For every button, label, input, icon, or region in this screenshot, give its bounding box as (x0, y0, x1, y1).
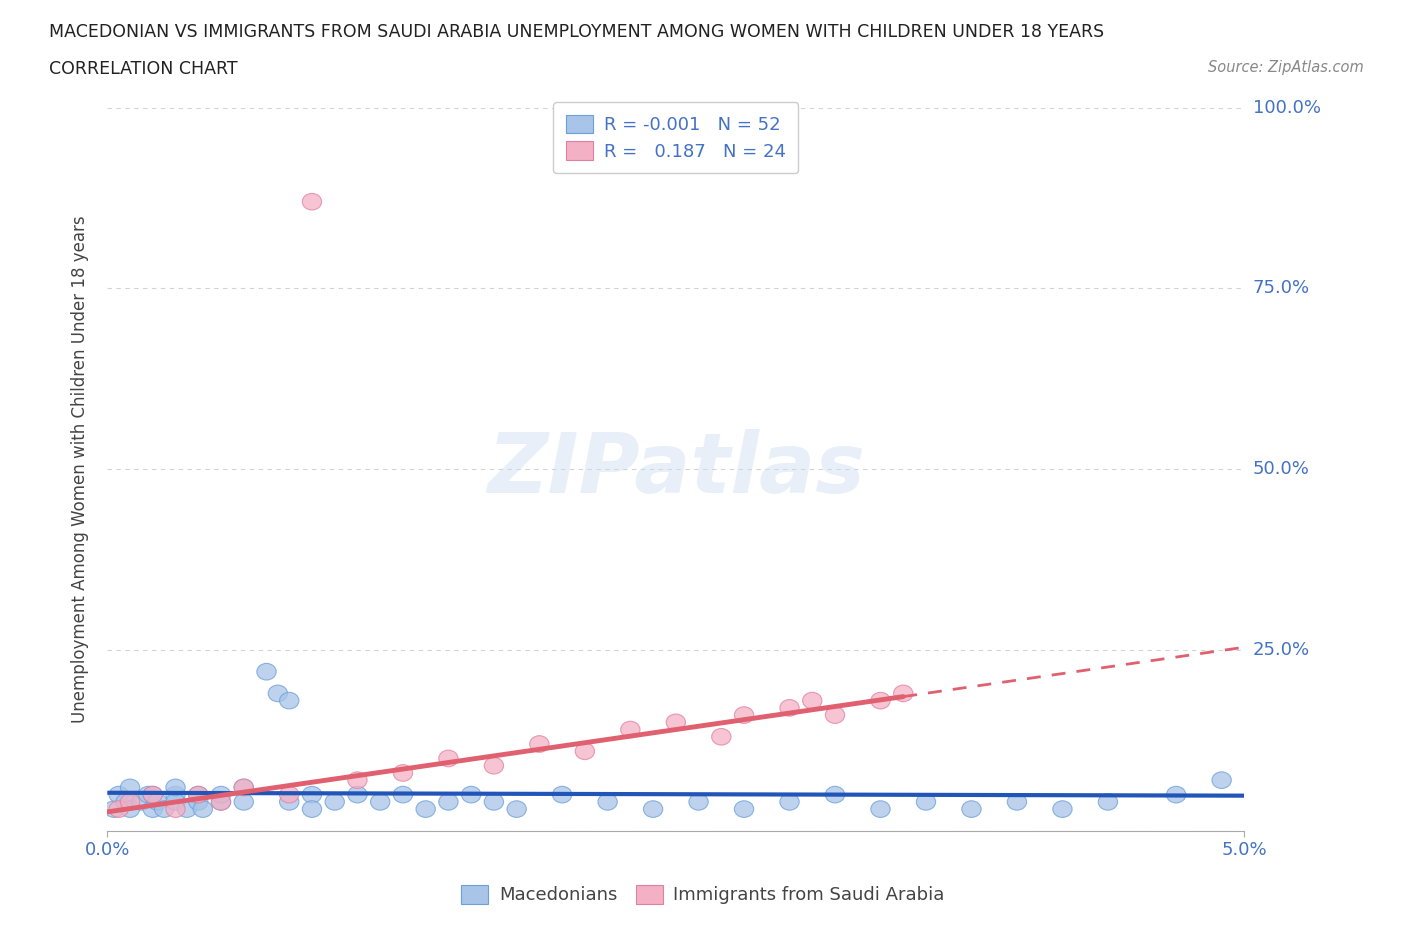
Ellipse shape (166, 786, 186, 803)
Ellipse shape (166, 779, 186, 796)
Ellipse shape (825, 786, 845, 803)
Ellipse shape (121, 793, 139, 810)
Ellipse shape (110, 801, 128, 817)
Ellipse shape (461, 786, 481, 803)
Ellipse shape (734, 707, 754, 724)
Ellipse shape (148, 793, 167, 810)
Text: 50.0%: 50.0% (1253, 460, 1309, 478)
Ellipse shape (257, 663, 276, 680)
Ellipse shape (1098, 793, 1118, 810)
Ellipse shape (780, 793, 799, 810)
Ellipse shape (825, 707, 845, 724)
Ellipse shape (211, 786, 231, 803)
Text: ZIPatlas: ZIPatlas (486, 429, 865, 510)
Ellipse shape (416, 801, 436, 817)
Ellipse shape (302, 193, 322, 210)
Ellipse shape (644, 801, 662, 817)
Ellipse shape (233, 793, 253, 810)
Ellipse shape (711, 728, 731, 745)
Ellipse shape (177, 801, 197, 817)
Ellipse shape (280, 786, 299, 803)
Ellipse shape (394, 764, 412, 781)
Ellipse shape (598, 793, 617, 810)
Y-axis label: Unemployment Among Women with Children Under 18 years: Unemployment Among Women with Children U… (72, 216, 89, 723)
Ellipse shape (143, 786, 163, 803)
Ellipse shape (439, 793, 458, 810)
Ellipse shape (166, 793, 186, 810)
Text: MACEDONIAN VS IMMIGRANTS FROM SAUDI ARABIA UNEMPLOYMENT AMONG WOMEN WITH CHILDRE: MACEDONIAN VS IMMIGRANTS FROM SAUDI ARAB… (49, 23, 1104, 41)
Ellipse shape (484, 793, 503, 810)
Ellipse shape (302, 786, 322, 803)
Ellipse shape (962, 801, 981, 817)
Ellipse shape (211, 793, 231, 810)
Ellipse shape (269, 685, 287, 702)
Ellipse shape (166, 801, 186, 817)
Ellipse shape (575, 743, 595, 760)
Ellipse shape (917, 793, 935, 810)
Ellipse shape (439, 751, 458, 767)
Ellipse shape (280, 692, 299, 709)
Ellipse shape (508, 801, 526, 817)
Ellipse shape (870, 801, 890, 817)
Ellipse shape (188, 786, 208, 803)
Ellipse shape (894, 685, 912, 702)
Ellipse shape (193, 801, 212, 817)
Ellipse shape (233, 779, 253, 796)
Ellipse shape (233, 779, 253, 796)
Ellipse shape (530, 736, 550, 752)
Ellipse shape (803, 692, 823, 709)
Ellipse shape (188, 793, 208, 810)
Ellipse shape (347, 786, 367, 803)
Ellipse shape (280, 793, 299, 810)
Ellipse shape (104, 801, 124, 817)
Ellipse shape (211, 793, 231, 810)
Ellipse shape (143, 786, 163, 803)
Text: Source: ZipAtlas.com: Source: ZipAtlas.com (1208, 60, 1364, 75)
Ellipse shape (155, 801, 174, 817)
Ellipse shape (780, 699, 799, 716)
Ellipse shape (394, 786, 412, 803)
Ellipse shape (139, 786, 157, 803)
Ellipse shape (666, 714, 686, 731)
Ellipse shape (115, 793, 135, 810)
Legend: Macedonians, Immigrants from Saudi Arabia: Macedonians, Immigrants from Saudi Arabi… (454, 878, 952, 911)
Ellipse shape (553, 786, 572, 803)
Ellipse shape (1167, 786, 1185, 803)
Ellipse shape (132, 793, 150, 810)
Text: CORRELATION CHART: CORRELATION CHART (49, 60, 238, 78)
Ellipse shape (188, 786, 208, 803)
Ellipse shape (689, 793, 709, 810)
Ellipse shape (121, 779, 139, 796)
Ellipse shape (620, 722, 640, 737)
Ellipse shape (143, 801, 163, 817)
Legend: R = -0.001   N = 52, R =   0.187   N = 24: R = -0.001 N = 52, R = 0.187 N = 24 (553, 102, 799, 174)
Ellipse shape (347, 772, 367, 789)
Ellipse shape (1053, 801, 1073, 817)
Ellipse shape (870, 692, 890, 709)
Ellipse shape (121, 801, 139, 817)
Ellipse shape (110, 786, 128, 803)
Text: 75.0%: 75.0% (1253, 280, 1310, 298)
Ellipse shape (1212, 772, 1232, 789)
Ellipse shape (734, 801, 754, 817)
Text: 100.0%: 100.0% (1253, 99, 1320, 116)
Ellipse shape (1007, 793, 1026, 810)
Ellipse shape (371, 793, 389, 810)
Ellipse shape (325, 793, 344, 810)
Ellipse shape (484, 757, 503, 774)
Ellipse shape (302, 801, 322, 817)
Text: 25.0%: 25.0% (1253, 641, 1310, 659)
